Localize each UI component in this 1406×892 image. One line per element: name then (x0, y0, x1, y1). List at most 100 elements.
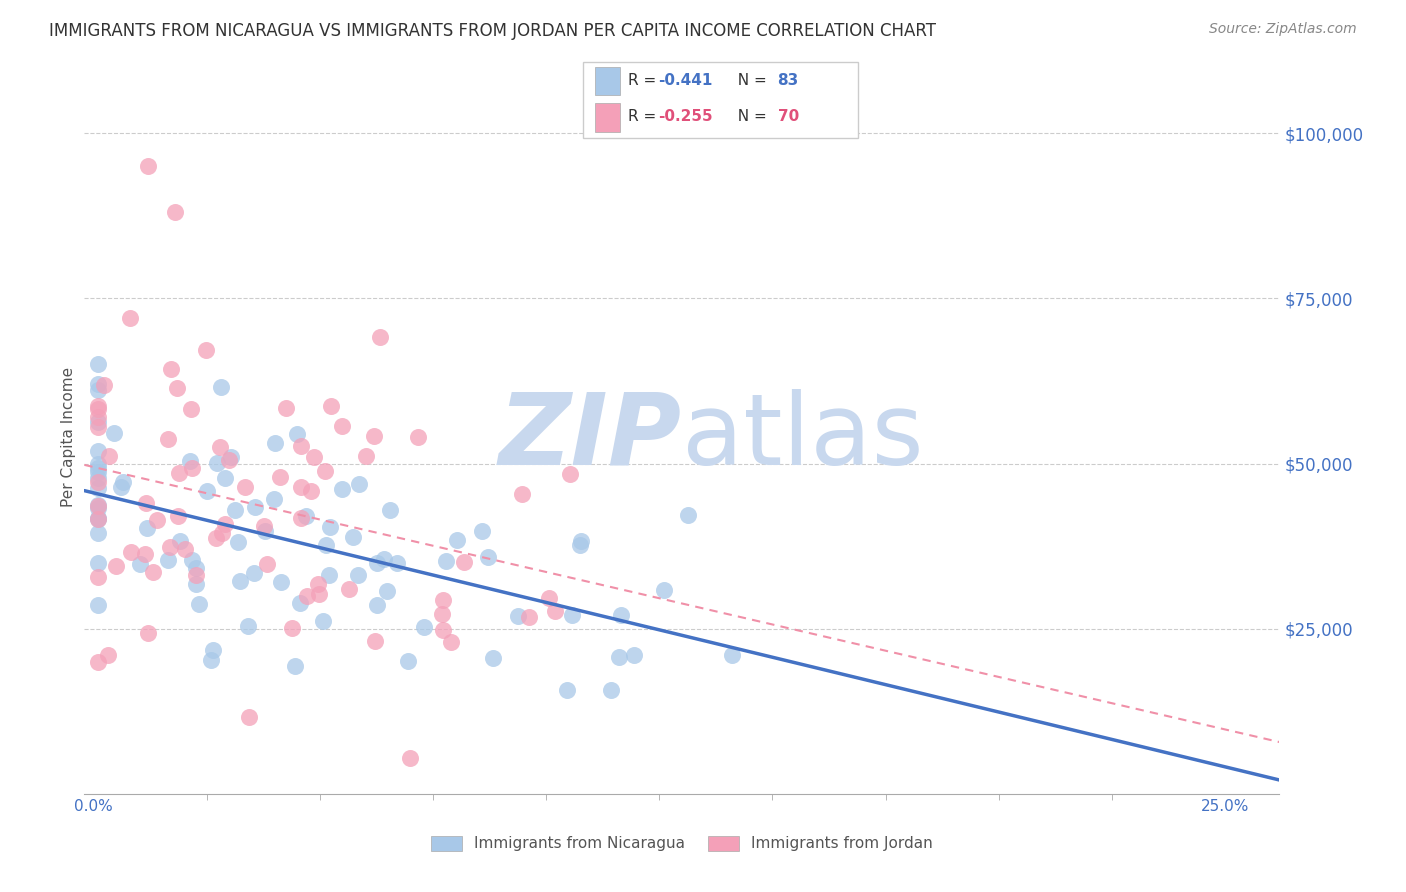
Point (285, 427, 308, 442)
Point (87, 409, 110, 424)
Point (211, 526, 233, 541)
Point (290, 480, 312, 494)
Point (157, 432, 180, 446)
Point (146, 513, 169, 527)
Point (354, 449, 377, 463)
Point (195, 343, 218, 357)
Point (200, 653, 222, 667)
Point (380, 503, 402, 517)
Point (87, 443, 110, 458)
Point (364, 634, 387, 648)
Point (299, 483, 322, 498)
Point (557, 683, 579, 698)
Point (98, 449, 121, 463)
Point (87, 377, 110, 392)
Point (179, 453, 201, 467)
Point (368, 330, 391, 344)
Point (482, 650, 505, 665)
Point (87, 461, 110, 475)
Point (256, 557, 278, 571)
Point (342, 530, 364, 544)
Point (396, 655, 419, 669)
Point (315, 538, 337, 552)
Legend: Immigrants from Nicaragua, Immigrants from Jordan: Immigrants from Nicaragua, Immigrants fr… (425, 830, 939, 857)
Point (337, 582, 360, 597)
Text: atlas: atlas (682, 389, 924, 485)
Point (136, 159, 159, 173)
Point (87, 399, 110, 413)
Point (302, 450, 325, 464)
Point (599, 682, 621, 697)
Point (377, 584, 399, 599)
Point (569, 534, 592, 549)
Point (676, 508, 699, 522)
Point (87, 402, 110, 417)
Point (87, 420, 110, 434)
Point (385, 556, 408, 570)
Point (446, 533, 468, 548)
Point (163, 205, 186, 219)
Point (205, 456, 228, 470)
Text: -0.255: -0.255 (658, 109, 713, 124)
Point (432, 607, 454, 621)
Point (312, 614, 335, 628)
Point (330, 483, 353, 497)
Text: N =: N = (728, 72, 772, 87)
Point (453, 555, 475, 569)
Point (284, 658, 307, 673)
Point (254, 524, 277, 538)
Point (186, 577, 208, 591)
Point (87, 511, 110, 525)
Y-axis label: Per Capita Income: Per Capita Income (60, 367, 76, 508)
Text: 83: 83 (778, 72, 799, 87)
Point (156, 553, 179, 567)
Point (506, 608, 529, 623)
Point (174, 541, 197, 556)
Point (87, 498, 110, 512)
Point (136, 521, 159, 535)
Point (413, 620, 436, 634)
Point (214, 471, 236, 485)
Text: 70: 70 (778, 109, 799, 124)
Point (180, 401, 202, 416)
Point (609, 608, 631, 623)
Point (319, 520, 342, 534)
Point (93, 378, 115, 392)
Point (366, 599, 388, 613)
Point (186, 567, 208, 582)
Point (120, 545, 142, 559)
Point (181, 461, 204, 475)
Text: R =: R = (628, 72, 662, 87)
Point (169, 533, 191, 548)
Point (87, 471, 110, 485)
Point (307, 576, 329, 591)
Text: ZIP: ZIP (499, 389, 682, 485)
Point (314, 464, 336, 478)
Point (87, 358, 110, 372)
Point (270, 575, 292, 590)
Point (118, 311, 141, 326)
Point (281, 621, 304, 635)
Text: R =: R = (628, 109, 662, 124)
Point (159, 541, 181, 555)
Point (134, 547, 156, 561)
Point (219, 450, 242, 465)
Point (263, 492, 285, 507)
Point (308, 587, 330, 601)
Point (238, 710, 260, 724)
Point (209, 440, 232, 454)
Point (87, 466, 110, 480)
Point (288, 596, 311, 610)
Point (87, 556, 110, 570)
Point (135, 496, 157, 510)
Point (477, 549, 499, 564)
Point (136, 626, 159, 640)
Point (243, 500, 266, 515)
Point (209, 380, 232, 394)
Point (290, 510, 312, 524)
Point (406, 430, 429, 444)
Point (195, 483, 218, 498)
Point (290, 439, 312, 453)
Point (366, 556, 388, 570)
Point (87, 525, 110, 540)
